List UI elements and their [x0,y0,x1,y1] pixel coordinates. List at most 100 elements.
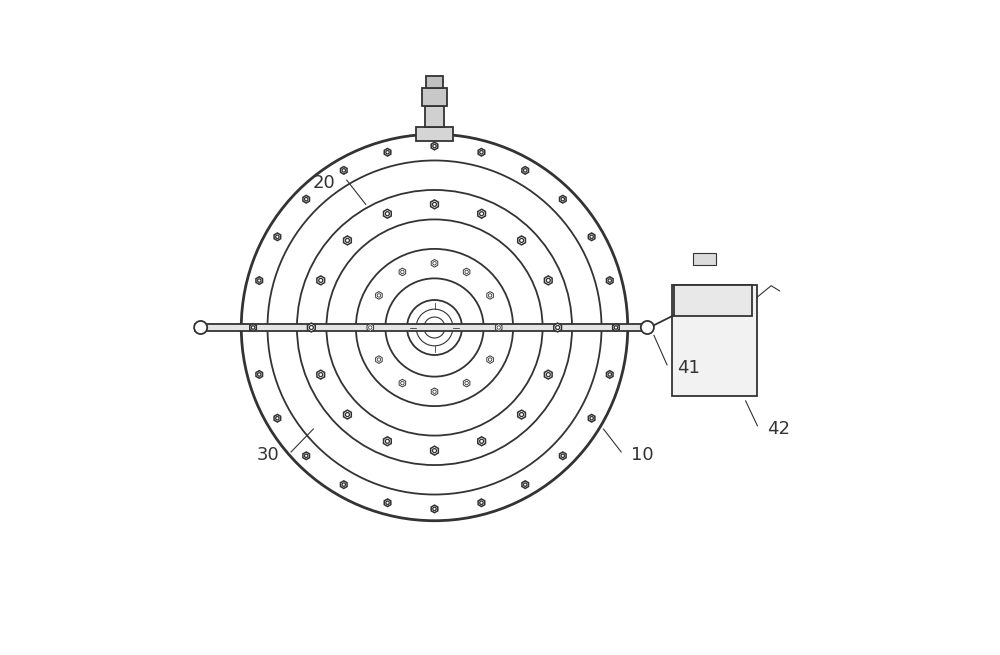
FancyBboxPatch shape [195,324,649,331]
Polygon shape [399,379,406,387]
FancyBboxPatch shape [672,285,757,396]
Polygon shape [344,410,351,419]
Circle shape [608,279,611,282]
Polygon shape [588,233,595,240]
Circle shape [319,278,323,282]
FancyBboxPatch shape [416,127,453,141]
Circle shape [369,326,372,329]
Polygon shape [431,142,438,150]
Polygon shape [317,276,325,285]
Polygon shape [376,356,382,364]
Circle shape [258,279,261,282]
FancyBboxPatch shape [422,88,447,106]
Circle shape [520,413,524,417]
FancyBboxPatch shape [674,285,752,316]
Circle shape [304,454,308,457]
Circle shape [258,373,261,376]
Text: 42: 42 [767,420,790,438]
Polygon shape [487,356,493,364]
Polygon shape [384,437,391,445]
Circle shape [342,483,345,486]
Circle shape [497,326,500,329]
Polygon shape [250,324,256,331]
Polygon shape [431,505,438,513]
Polygon shape [522,166,529,174]
Polygon shape [606,277,613,284]
Circle shape [194,321,207,334]
Polygon shape [487,291,493,299]
Circle shape [432,202,437,206]
Circle shape [386,151,389,154]
Circle shape [608,373,611,376]
Polygon shape [478,210,485,218]
Polygon shape [544,370,552,379]
Polygon shape [518,410,525,419]
Circle shape [524,483,527,486]
Circle shape [480,212,484,215]
Circle shape [480,151,483,154]
Circle shape [433,390,436,394]
Circle shape [561,454,565,457]
Polygon shape [606,371,613,378]
Circle shape [433,261,436,265]
Polygon shape [376,291,382,299]
Circle shape [590,235,593,238]
Polygon shape [431,446,438,455]
Polygon shape [340,166,347,174]
Polygon shape [384,499,391,506]
Polygon shape [303,195,309,203]
Circle shape [377,358,381,362]
Polygon shape [317,370,325,379]
Circle shape [524,169,527,172]
FancyBboxPatch shape [425,106,444,127]
Circle shape [386,501,389,504]
Polygon shape [384,210,391,218]
Polygon shape [344,236,351,245]
Polygon shape [431,259,438,267]
Circle shape [556,326,560,329]
Polygon shape [613,324,619,331]
Polygon shape [518,236,525,245]
Circle shape [319,373,323,377]
Circle shape [401,381,404,384]
Circle shape [546,278,550,282]
Polygon shape [560,452,566,460]
Text: 41: 41 [677,359,700,377]
Polygon shape [478,149,485,156]
Polygon shape [431,200,438,209]
Circle shape [342,169,345,172]
Polygon shape [367,324,374,331]
Circle shape [590,417,593,420]
Circle shape [561,198,565,201]
Polygon shape [384,149,391,156]
Circle shape [345,413,349,417]
Circle shape [401,271,404,274]
Text: 10: 10 [631,446,654,464]
Text: 30: 30 [257,446,279,464]
Circle shape [433,507,436,511]
Circle shape [345,238,349,242]
Polygon shape [308,323,315,332]
Circle shape [465,381,468,384]
Circle shape [276,417,279,420]
Polygon shape [478,499,485,506]
Circle shape [385,440,389,443]
Polygon shape [588,415,595,422]
Polygon shape [463,268,470,276]
Circle shape [377,293,381,297]
Polygon shape [560,195,566,203]
Circle shape [432,449,437,453]
Polygon shape [303,452,309,460]
Polygon shape [463,379,470,387]
Polygon shape [495,324,502,331]
Polygon shape [274,233,281,240]
Polygon shape [256,371,263,378]
Circle shape [433,144,436,148]
Circle shape [480,440,484,443]
Circle shape [488,293,492,297]
Polygon shape [478,437,485,445]
Circle shape [480,501,483,504]
Polygon shape [274,415,281,422]
Circle shape [488,358,492,362]
Circle shape [641,321,654,334]
